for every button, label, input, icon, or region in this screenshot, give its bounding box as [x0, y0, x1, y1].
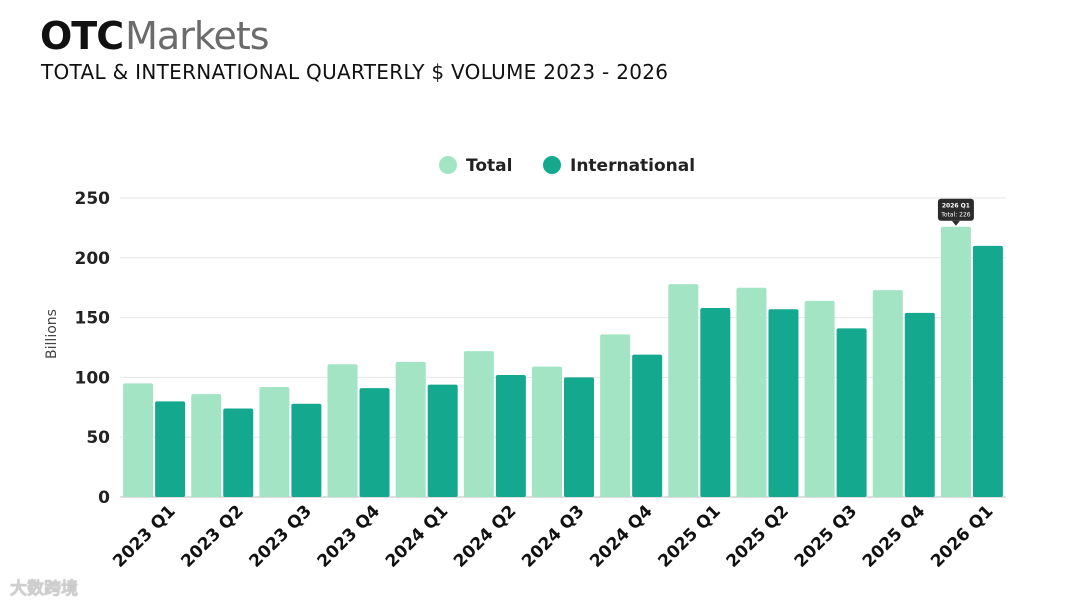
bar-international-2023-q1[interactable] — [155, 401, 186, 497]
bar-international-2023-q3[interactable] — [291, 403, 322, 497]
tooltip: 2026 Q1 Total: 226 — [937, 198, 974, 226]
bar-total-2025-q3[interactable] — [804, 300, 835, 497]
x-tick-label: 2023 Q4 — [314, 501, 384, 571]
x-tick-label: 2025 Q4 — [859, 501, 929, 571]
tooltip-box — [937, 198, 974, 221]
x-tick-label: 2024 Q3 — [518, 501, 588, 571]
tooltip-value: Total: 226 — [940, 212, 971, 219]
bar-international-2024-q4[interactable] — [632, 354, 663, 497]
bar-total-2024-q3[interactable] — [532, 366, 562, 497]
legend-label-international[interactable]: International — [570, 156, 695, 176]
x-tick-label: 2025 Q3 — [791, 501, 861, 571]
bars — [123, 226, 1003, 498]
bar-total-2026-q1[interactable] — [940, 226, 971, 498]
bar-international-2025-q3[interactable] — [836, 328, 867, 497]
bar-total-2025-q4[interactable] — [872, 290, 903, 497]
y-tick-label: 0 — [98, 488, 110, 508]
y-tick-label: 200 — [75, 249, 111, 269]
bar-total-2025-q2[interactable] — [736, 287, 767, 497]
x-tick-label: 2023 Q2 — [177, 501, 247, 571]
bar-international-2024-q2[interactable] — [495, 375, 526, 497]
y-tick-label: 250 — [75, 189, 111, 209]
chart-subtitle: TOTAL & INTERNATIONAL QUARTERLY $ VOLUME… — [41, 60, 669, 84]
bar-total-2024-q4[interactable] — [600, 334, 631, 497]
x-tick-label: 2025 Q1 — [654, 501, 724, 571]
y-axis-ticks: 0 50 100 150 200 250 — [75, 189, 111, 508]
bar-international-2025-q4[interactable] — [904, 312, 935, 497]
bar-international-2025-q1[interactable] — [700, 308, 731, 497]
x-tick-label: 2024 Q2 — [450, 501, 520, 571]
legend-swatch-international — [543, 156, 561, 174]
bar-total-2023-q4[interactable] — [327, 364, 358, 497]
otc-markets-logo: OTC Markets — [40, 14, 270, 58]
bar-international-2023-q2[interactable] — [223, 408, 254, 497]
bar-international-2023-q4[interactable] — [359, 388, 390, 497]
watermark: 大数跨境 — [10, 579, 78, 599]
x-tick-label: 2024 Q1 — [382, 501, 452, 571]
y-tick-label: 100 — [75, 368, 111, 388]
y-tick-label: 50 — [86, 428, 110, 448]
legend-swatch-total — [439, 156, 457, 174]
legend-label-total[interactable]: Total — [466, 156, 512, 176]
x-tick-label: 2023 Q3 — [246, 501, 316, 571]
tooltip-title: 2026 Q1 — [942, 203, 970, 210]
y-tick-label: 150 — [75, 309, 111, 329]
x-tick-label: 2024 Q4 — [586, 501, 656, 571]
bar-total-2024-q2[interactable] — [463, 351, 494, 497]
bar-total-2024-q1[interactable] — [395, 361, 426, 497]
bar-international-2024-q1[interactable] — [427, 384, 458, 497]
bar-total-2023-q3[interactable] — [259, 386, 290, 497]
bar-international-2024-q3[interactable] — [564, 377, 594, 497]
bar-international-2026-q1[interactable] — [972, 245, 1003, 497]
bar-total-2023-q2[interactable] — [191, 394, 222, 497]
bar-total-2025-q1[interactable] — [668, 284, 699, 497]
logo-otc-text: OTC — [40, 14, 124, 58]
x-tick-label: 2025 Q2 — [723, 501, 793, 571]
x-tick-label: 2023 Q1 — [109, 501, 179, 571]
bar-total-2023-q1[interactable] — [123, 383, 154, 497]
x-tick-label: 2026 Q1 — [927, 501, 997, 571]
y-axis-label: Billions — [44, 309, 60, 359]
tooltip-pointer — [951, 220, 960, 226]
logo-markets-text: Markets — [125, 14, 269, 58]
legend: Total International — [439, 156, 695, 176]
bar-international-2025-q2[interactable] — [768, 309, 799, 497]
